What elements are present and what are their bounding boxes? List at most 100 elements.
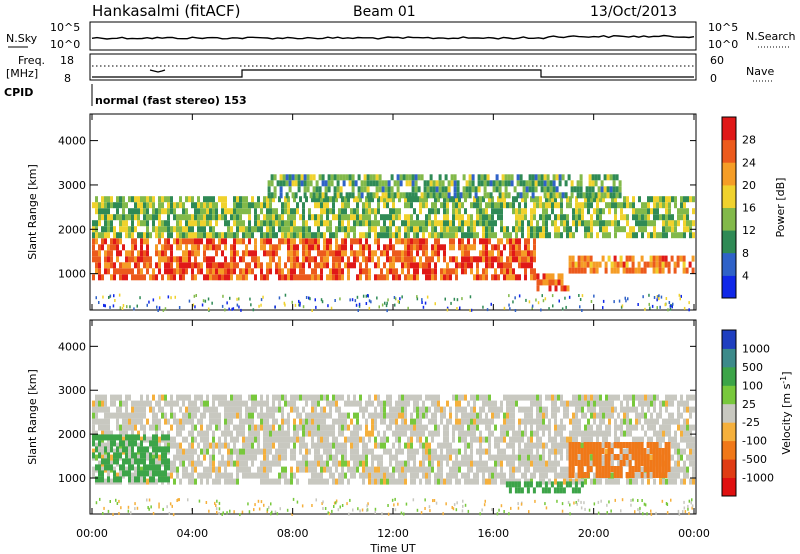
data-cell [533,394,536,401]
data-cell [443,202,446,209]
data-cell [635,232,638,239]
data-cell [449,196,452,203]
data-cell [368,202,371,209]
data-cell [143,232,146,239]
data-cell [263,460,266,467]
data-cell [107,424,110,431]
data-cell [293,454,296,461]
data-cell [586,454,590,460]
data-cell [227,412,230,419]
data-cell [176,394,179,401]
data-cell [260,418,263,425]
data-cell [518,466,521,473]
data-cell [110,238,113,245]
data-cell [620,400,623,407]
data-cell [551,220,554,227]
data-cell [119,238,122,245]
data-cell [659,442,662,449]
data-cell [312,192,316,199]
data-cell [667,261,671,268]
data-cell [320,478,323,485]
data-cell [554,232,557,239]
data-cell [302,220,305,227]
data-cell [634,442,638,448]
data-cell [611,412,614,419]
data-cell [134,208,137,215]
data-cell [128,440,131,447]
data-cell [596,424,599,431]
data-cell [365,196,368,203]
data-cell [592,267,596,274]
speckle-cell [618,299,621,303]
data-cell [194,220,197,227]
data-cell [365,208,368,215]
data-cell [524,244,527,251]
data-cell [101,418,104,425]
data-cell [635,478,638,485]
data-cell [571,442,575,448]
data-cell [245,448,248,455]
data-cell [317,220,320,227]
data-cell [269,238,272,245]
data-cell [573,186,577,193]
data-cell [579,174,583,181]
data-cell [531,192,535,199]
data-cell [563,472,566,479]
data-cell [619,460,623,466]
data-cell [584,412,587,419]
data-cell [386,244,389,251]
data-cell [680,424,683,431]
data-cell [95,250,98,257]
speckle-cell [540,308,542,312]
data-cell [515,226,518,233]
data-cell [362,460,365,467]
data-cell [539,412,542,419]
data-cell [92,256,95,263]
freq-tick-bottom: 8 [64,72,71,85]
data-cell [248,466,251,473]
data-cell [581,442,584,449]
data-cell [482,418,485,425]
data-cell [350,208,353,215]
data-cell [101,448,104,455]
speckle-cell [421,301,423,304]
data-cell [488,232,491,239]
data-cell [353,208,356,215]
data-cell [650,400,653,407]
data-cell [416,406,419,413]
data-cell [245,418,248,425]
data-cell [443,250,446,257]
data-cell [92,418,95,425]
data-cell [619,442,623,448]
data-cell [566,232,569,239]
data-cell [524,250,527,257]
data-cell [395,454,398,461]
data-cell [578,400,581,407]
data-cell [368,478,371,485]
data-cell [188,412,191,419]
data-cell [98,220,101,227]
data-cell [655,267,659,274]
data-cell [414,180,418,187]
data-cell [588,180,592,187]
data-cell [498,192,502,199]
data-cell [242,472,245,479]
data-cell [164,464,167,471]
data-cell [98,208,101,215]
data-cell [348,174,352,181]
speckle-cell [221,304,224,308]
data-cell [488,400,491,407]
data-cell [326,226,329,233]
data-cell [533,208,536,215]
data-cell [598,472,602,478]
data-cell [224,418,227,425]
data-cell [357,174,361,181]
data-cell [659,406,662,413]
data-cell [173,436,176,443]
data-cell [422,244,425,251]
data-cell [128,454,131,461]
data-cell [583,460,587,466]
data-cell [383,448,386,455]
data-cell [146,214,149,221]
data-cell [203,400,206,407]
